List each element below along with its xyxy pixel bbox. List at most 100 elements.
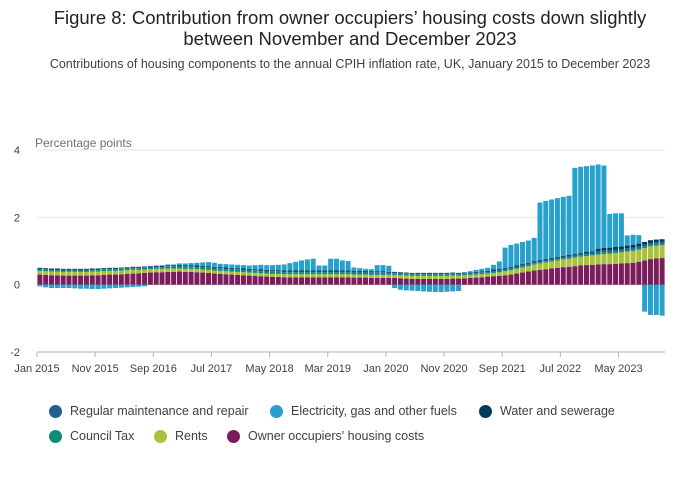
bar-segment	[421, 274, 427, 276]
bar-segment	[223, 269, 229, 272]
bar-segment	[54, 270, 60, 272]
legend-item-council-tax[interactable]: Council Tax	[49, 429, 134, 443]
bar-segment	[607, 250, 613, 253]
bar-segment	[467, 272, 473, 273]
bar-segment	[304, 274, 310, 278]
bar-segment	[275, 273, 281, 277]
bar-segment	[83, 275, 89, 285]
bar-segment	[95, 269, 101, 271]
bar-segment	[461, 272, 467, 273]
bar-segment	[206, 267, 212, 268]
bar-segment	[479, 268, 485, 272]
bar-segment	[258, 270, 264, 272]
bar-segment	[246, 270, 252, 273]
bar-segment	[421, 272, 427, 274]
bar-segment	[171, 266, 177, 269]
bar-segment	[392, 271, 398, 273]
bar-segment	[49, 275, 55, 285]
bar-segment	[107, 284, 113, 289]
bar-segment	[188, 263, 194, 266]
bar-segment	[299, 271, 305, 273]
bar-segment	[444, 273, 450, 275]
bar-segment	[118, 274, 124, 285]
bar-segment	[432, 278, 438, 285]
bar-segment	[136, 273, 142, 285]
legend-swatch-council-tax	[49, 429, 62, 443]
bar-segment	[72, 269, 78, 271]
bar-segment	[66, 270, 72, 272]
bar-segment	[37, 274, 43, 285]
bar-segment	[200, 269, 206, 273]
bar-segment	[299, 270, 305, 272]
bar-segment	[270, 265, 275, 271]
bar-segment	[647, 246, 653, 260]
bar-segment	[531, 270, 537, 285]
bar-segment	[613, 213, 619, 247]
bar-segment	[467, 273, 473, 275]
bar-segment	[438, 274, 444, 276]
legend-item-maintenance[interactable]: Regular maintenance and repair	[49, 404, 249, 418]
bar-segment	[642, 246, 648, 248]
bar-segment	[351, 270, 357, 272]
bar-segment	[240, 272, 246, 276]
bar-segment	[83, 284, 89, 289]
bar-segment	[194, 266, 200, 268]
bar-segment	[159, 272, 165, 285]
bar-segment	[653, 239, 659, 243]
bar-segment	[107, 274, 113, 285]
bar-segment	[473, 277, 479, 285]
bar-segment	[107, 268, 113, 270]
legend-item-water[interactable]: Water and sewerage	[479, 404, 615, 418]
bar-segment	[421, 284, 427, 292]
bar-segment	[130, 268, 136, 270]
bar-segment	[49, 268, 55, 270]
legend-item-energy[interactable]: Electricity, gas and other fuels	[270, 404, 457, 418]
bar-segment	[543, 262, 549, 270]
bar-segment	[560, 256, 566, 259]
bar-segment	[531, 237, 537, 261]
bar-segment	[83, 268, 89, 270]
bar-segment	[467, 274, 473, 278]
bar-segment	[287, 272, 293, 275]
bar-segment	[584, 265, 589, 285]
bar-segment	[508, 244, 514, 267]
bar-segment	[270, 271, 275, 274]
bar-segment	[607, 247, 613, 251]
bar-segment	[578, 252, 584, 254]
bar-segment	[264, 269, 270, 271]
bar-segment	[37, 267, 43, 269]
bar-segment	[258, 269, 264, 271]
bar-segment	[479, 274, 485, 278]
bar-segment	[246, 265, 252, 269]
bar-segment	[130, 273, 136, 285]
bar-segment	[101, 271, 107, 275]
bar-segment	[363, 274, 369, 278]
bar-segment	[200, 266, 206, 268]
bar-segment	[363, 272, 369, 275]
bar-segment	[223, 274, 229, 285]
bar-segment	[415, 274, 421, 276]
legend-item-rents[interactable]: Rents	[154, 429, 208, 443]
bar-segment	[153, 267, 159, 269]
bar-segment	[403, 284, 409, 291]
bar-segment	[397, 272, 403, 273]
bar-segment	[107, 269, 113, 271]
bar-segment	[392, 277, 398, 285]
bar-segment	[624, 235, 630, 246]
bar-segment	[147, 266, 153, 268]
bar-segment	[403, 275, 409, 279]
bar-segment	[584, 166, 589, 253]
bar-segment	[618, 250, 624, 253]
bar-segment	[182, 271, 188, 285]
bar-segment	[83, 269, 89, 271]
bar-segment	[287, 271, 293, 273]
legend-item-ooh[interactable]: Owner occupiers' housing costs	[227, 429, 424, 443]
bar-segment	[427, 273, 432, 275]
legend-swatch-energy	[270, 404, 283, 418]
bar-segment	[613, 246, 619, 250]
bar-segment	[43, 274, 49, 285]
bar-segment	[514, 243, 520, 266]
bar-segment	[549, 268, 555, 285]
bar-segment	[113, 269, 118, 271]
bar-segment	[589, 251, 595, 253]
